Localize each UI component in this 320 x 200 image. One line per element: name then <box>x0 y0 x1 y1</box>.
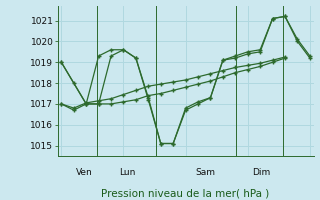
Text: Ven: Ven <box>76 168 92 177</box>
Text: Dim: Dim <box>252 168 270 177</box>
Text: Lun: Lun <box>119 168 135 177</box>
Text: Sam: Sam <box>196 168 216 177</box>
Text: Pression niveau de la mer( hPa ): Pression niveau de la mer( hPa ) <box>101 189 270 199</box>
